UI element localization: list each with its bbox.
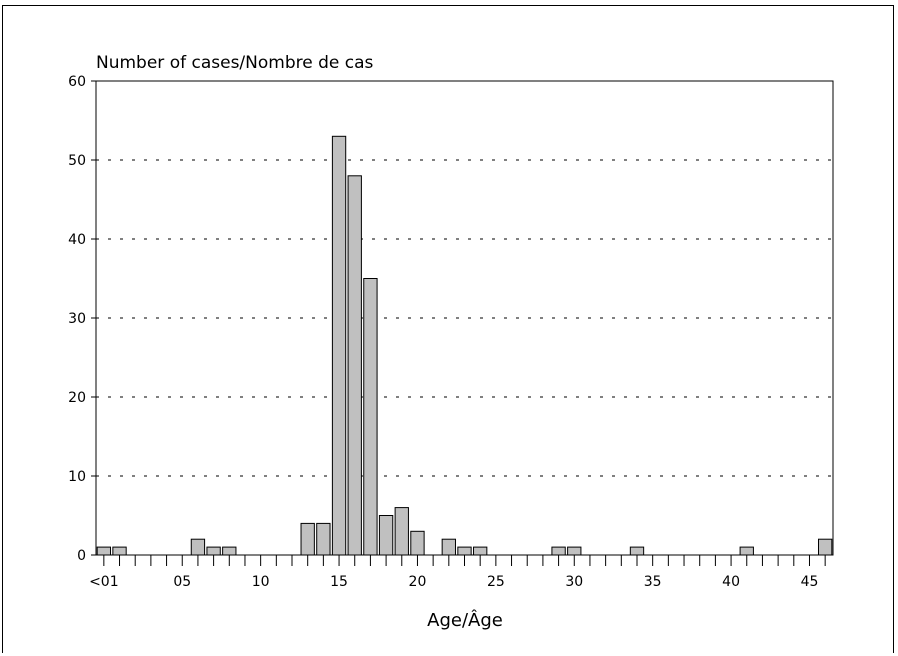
- bar: [457, 546, 472, 556]
- x-tick-label: 05: [173, 574, 191, 590]
- x-tick-label: 15: [330, 574, 348, 590]
- bar: [567, 546, 582, 556]
- y-tick-label: 30: [68, 311, 86, 327]
- bar: [316, 522, 331, 556]
- x-tick-label: 35: [644, 574, 662, 590]
- y-tick-label: 40: [68, 232, 86, 248]
- bar: [629, 546, 645, 556]
- y-axis-title: Number of cases/Nombre de cas: [96, 53, 374, 73]
- x-axis: <01 05 10 15 20 25 30 35 40 45: [89, 555, 826, 590]
- x-tick-label: 40: [722, 574, 740, 590]
- bar: [363, 278, 378, 556]
- x-tick-label: <01: [89, 574, 119, 590]
- x-tick-label: 10: [252, 574, 270, 590]
- bar: [96, 546, 112, 556]
- bar: [410, 530, 425, 556]
- y-tick-label: 20: [68, 390, 86, 406]
- bar: [551, 546, 566, 556]
- bar: [347, 175, 362, 556]
- bar: [190, 538, 206, 556]
- bar: [817, 538, 833, 556]
- bars: [96, 135, 833, 556]
- y-tick-label: 0: [77, 548, 86, 564]
- y-axis: 0 10 20 30 40 50 60: [68, 74, 96, 564]
- gridlines: [96, 159, 833, 477]
- y-tick-label: 60: [68, 74, 86, 90]
- x-tick-label: 30: [565, 574, 583, 590]
- bar: [206, 546, 221, 556]
- bar: [222, 546, 237, 556]
- bar: [112, 546, 127, 556]
- y-tick-label: 10: [68, 469, 86, 485]
- bar: [739, 546, 754, 556]
- bar: [473, 546, 488, 556]
- y-tick-label: 50: [68, 153, 86, 169]
- x-axis-title: Age/Âge: [427, 609, 503, 631]
- chart-frame: [2, 5, 894, 653]
- x-tick-label: 45: [801, 574, 819, 590]
- bar: [331, 135, 347, 556]
- bar: [394, 507, 409, 556]
- x-tick-label: 25: [487, 574, 505, 590]
- x-tick-label: 20: [409, 574, 427, 590]
- bar: [300, 522, 315, 556]
- bar: [441, 538, 456, 556]
- bar: [378, 515, 394, 556]
